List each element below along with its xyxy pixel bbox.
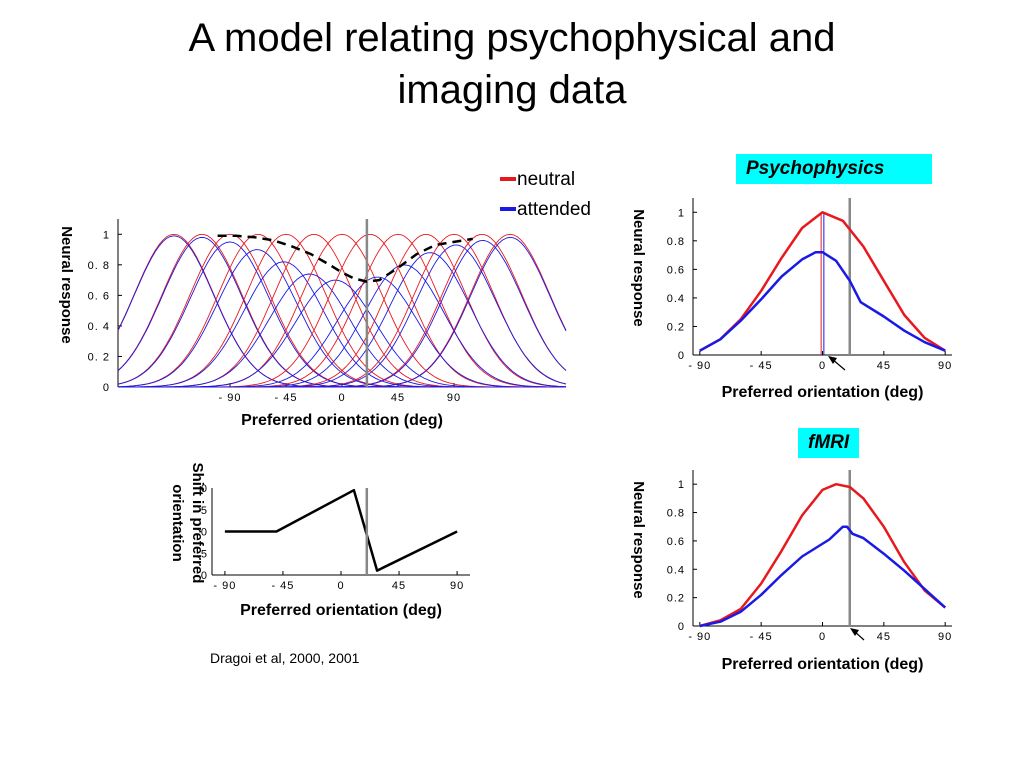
population-x-tick-label: 45: [391, 392, 405, 404]
slide-title: A model relating psychophysical and imag…: [0, 12, 1024, 116]
population-y-tick-label: 1: [103, 229, 110, 241]
attended-tuning-curve: [117, 235, 566, 388]
population-y-tick-label: 0: [103, 382, 110, 394]
psychophysics-y-tick-label: 0.2: [667, 321, 685, 333]
population-x-tick-label: 90: [447, 392, 461, 404]
shift-y-tick-label: 0: [201, 570, 208, 582]
fmri-x-tick-label: 45: [877, 631, 891, 643]
psychophysics-x-tick-label: 0: [819, 360, 826, 372]
psychophysics-tag: Psychophysics: [736, 154, 932, 184]
fmri-y-tick-label: 0.2: [667, 593, 685, 605]
neutral-tuning-curve: [117, 233, 566, 388]
psychophysics-tag-label: Psychophysics: [746, 158, 885, 179]
fmri-y-tick-label: 0: [678, 621, 685, 633]
psychophysics-y-tick-label: 0.6: [667, 264, 685, 276]
citation: Dragoi et al, 2000, 2001: [210, 650, 360, 666]
psychophysics-y-tick-label: 0: [678, 350, 685, 362]
fmri-tag-label: fMRI: [808, 432, 850, 453]
neutral-tuning-curve: [118, 233, 567, 388]
attended-tuning-curve: [118, 264, 566, 388]
psychophysics-y-tick-label: 0.4: [667, 293, 685, 305]
shift-y-axis-label-line1: Shift in preferred: [189, 463, 206, 584]
legend-label-attended: attended: [517, 199, 591, 220]
neutral-tuning-curve: [118, 233, 566, 388]
shift-x-tick-label: 45: [392, 580, 406, 592]
attended-tuning-curve: [118, 252, 567, 388]
fmri-x-tick-label: - 90: [688, 631, 711, 643]
psychophysics-arrow-head: [828, 356, 837, 364]
response-envelope-dashed: [217, 234, 473, 283]
shift-curve: [224, 488, 458, 572]
neutral-tuning-curve: [118, 233, 567, 388]
fmri-y-tick-label: 0.6: [667, 536, 685, 548]
shift-y-axis-label-line2: orientation: [169, 484, 186, 562]
population-y-tick-label: 0. 8: [88, 260, 110, 272]
neutral-tuning-curve: [117, 233, 566, 388]
neutral-tuning-curve: [118, 233, 566, 388]
neutral-tuning-curve: [118, 233, 567, 388]
attended-tuning-curve: [118, 261, 566, 388]
psychophysics-x-tick-label: 90: [938, 360, 952, 372]
shift-y-tick-label: 0: [201, 483, 208, 495]
population-y-tick-label: 0. 4: [88, 321, 110, 333]
fmri-attended-curve: [699, 525, 947, 628]
psychophysics-x-tick-label: - 90: [688, 360, 711, 372]
fmri-x-axis-label: Preferred orientation (deg): [722, 656, 924, 673]
fmri-tag: fMRI: [798, 428, 860, 458]
attended-tuning-curve: [118, 244, 567, 388]
attended-tuning-curve: [117, 249, 566, 388]
neutral-tuning-curve: [118, 233, 566, 388]
psychophysics-neutral-curve: [699, 211, 946, 352]
shift-y-tick-label: 5: [201, 548, 208, 560]
psychophysics-y-axis-label: Neural response: [630, 209, 647, 327]
psychophysics-attended-curve: [699, 250, 946, 352]
psychophysics-y-tick-label: 0.8: [667, 236, 685, 248]
title-line-1: A model relating psychophysical and: [188, 16, 836, 60]
shift-x-axis-label: Preferred orientation (deg): [240, 602, 442, 619]
neutral-tuning-curve: [118, 233, 567, 388]
legend-label-neutral: neutral: [517, 169, 575, 190]
psychophysics-x-tick-label: - 45: [750, 360, 773, 372]
shift-y-tick-label: 5: [201, 505, 208, 517]
shift-x-tick-label: 90: [450, 580, 464, 592]
shift-x-tick-label: - 90: [213, 580, 236, 592]
neutral-tuning-curve: [118, 233, 566, 388]
fmri-y-tick-label: 0.8: [667, 508, 685, 520]
population-x-tick-label: 0: [338, 392, 345, 404]
neutral-tuning-curve: [117, 233, 566, 388]
fmri-x-tick-label: 90: [938, 631, 952, 643]
population-x-tick-label: - 90: [219, 392, 242, 404]
fmri-x-tick-label: 0: [819, 631, 826, 643]
neutral-tuning-curve: [118, 233, 566, 388]
attended-tuning-curve: [118, 236, 567, 388]
title-line-2: imaging data: [397, 68, 627, 112]
population-x-axis-label: Preferred orientation (deg): [241, 412, 443, 429]
population-x-tick-label: - 45: [275, 392, 298, 404]
psychophysics-y-tick-label: 1: [678, 207, 685, 219]
fmri-y-tick-label: 0.4: [667, 564, 685, 576]
population-y-tick-label: 0. 6: [88, 290, 110, 302]
shift-y-tick-label: 0: [201, 527, 208, 539]
fmri-y-axis-label: Neural response: [630, 481, 647, 599]
psychophysics-x-tick-label: 45: [877, 360, 891, 372]
population-y-axis-label: Neural response: [58, 226, 75, 344]
fmri-neutral-curve: [699, 482, 947, 628]
population-y-tick-label: 0. 2: [88, 351, 110, 363]
psychophysics-x-axis-label: Preferred orientation (deg): [722, 384, 924, 401]
attended-tuning-curve: [117, 241, 566, 388]
shift-x-tick-label: 0: [337, 580, 344, 592]
fmri-x-tick-label: - 45: [750, 631, 773, 643]
neutral-tuning-curve: [117, 233, 566, 388]
fmri-y-tick-label: 1: [678, 479, 685, 491]
fmri-arrow-head: [850, 628, 859, 636]
shift-x-tick-label: - 45: [271, 580, 294, 592]
